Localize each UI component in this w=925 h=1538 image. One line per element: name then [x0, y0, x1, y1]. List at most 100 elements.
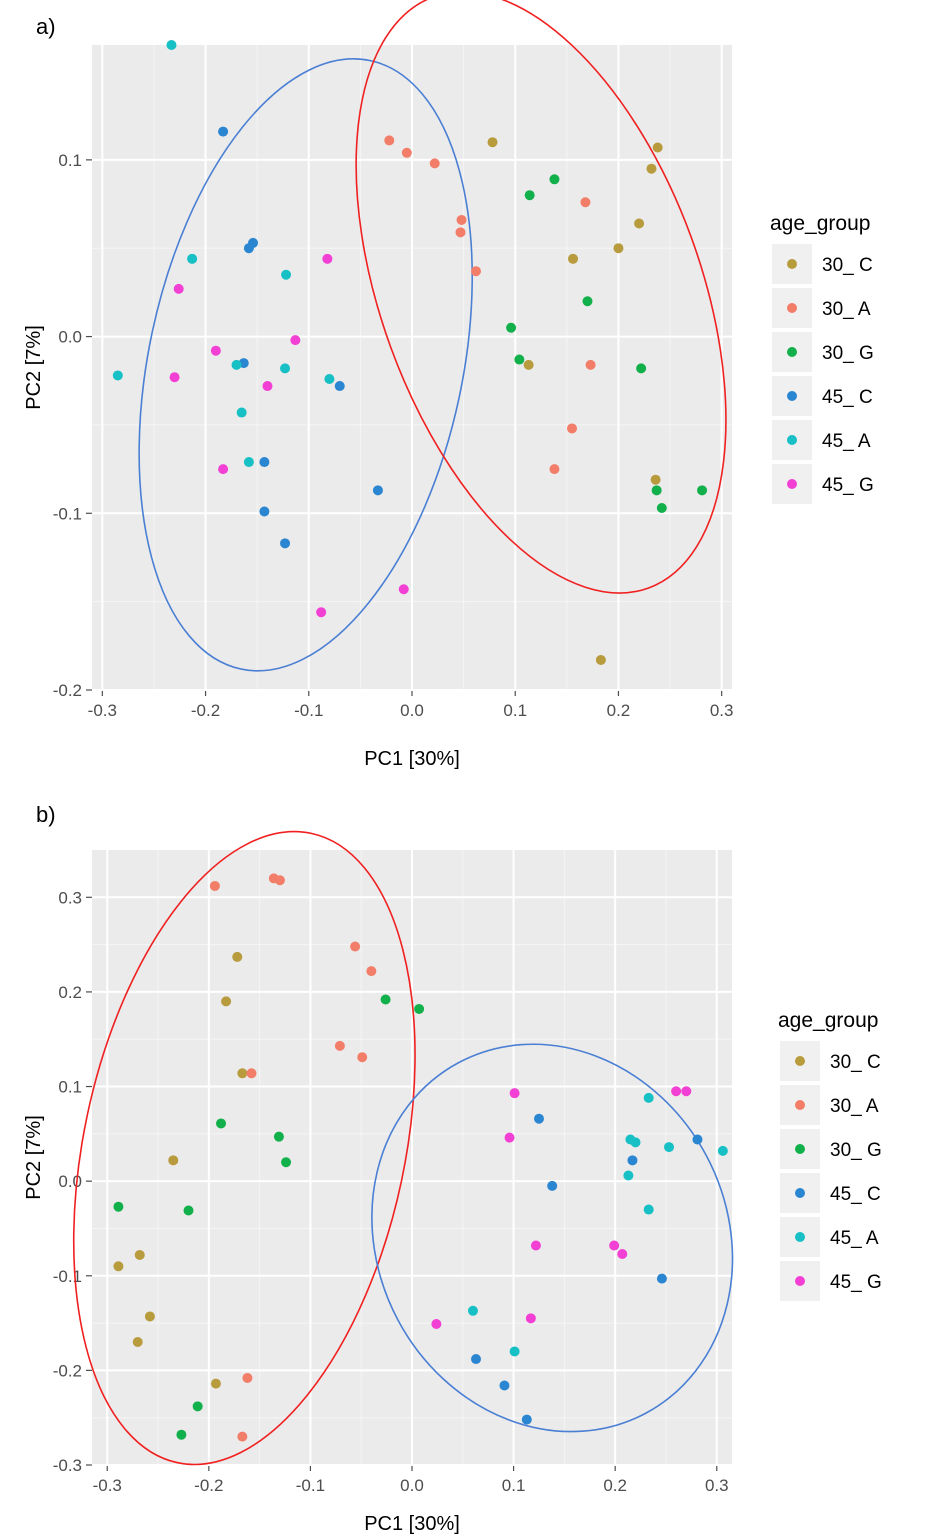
data-point: [487, 137, 498, 148]
legend-key: [795, 1144, 805, 1154]
legend-key: [795, 1100, 805, 1110]
y-tick-label: -0.2: [53, 1361, 82, 1380]
legend-key: [787, 259, 797, 269]
y-tick-label: 0.0: [58, 328, 82, 347]
legend-label: 30_ G: [830, 1140, 882, 1161]
data-point: [664, 1142, 675, 1153]
data-point: [627, 1155, 638, 1166]
x-axis-title: PC1 [30%]: [364, 1513, 460, 1535]
legend-key: [795, 1188, 805, 1198]
legend-key: [795, 1232, 805, 1242]
y-tick-label: 0.1: [58, 151, 82, 170]
data-point: [646, 163, 657, 174]
data-point: [134, 1249, 145, 1260]
data-point: [274, 875, 285, 886]
data-point: [692, 1134, 703, 1145]
group-ellipse: [371, 1043, 734, 1433]
data-point: [609, 1240, 620, 1251]
legend-key: [787, 479, 797, 489]
data-point: [246, 1068, 257, 1079]
group-ellipse: [138, 58, 474, 672]
legend-key: [787, 347, 797, 357]
data-point: [166, 40, 177, 50]
legend-label: 45_ G: [822, 475, 874, 496]
data-point: [717, 1145, 728, 1156]
x-tick-label: 0.3: [705, 1476, 729, 1495]
data-point: [243, 243, 254, 254]
data-point: [455, 227, 466, 238]
data-point: [681, 1086, 692, 1097]
data-point: [187, 253, 198, 264]
data-point: [113, 1201, 124, 1212]
group-ellipse: [72, 830, 416, 1466]
data-point: [168, 1155, 179, 1166]
data-point: [280, 363, 291, 374]
data-point: [521, 1414, 532, 1425]
data-point: [613, 243, 624, 254]
data-point: [192, 1401, 203, 1412]
legend-key: [787, 391, 797, 401]
data-point: [243, 457, 254, 468]
data-point: [523, 359, 534, 370]
data-point: [176, 1429, 187, 1440]
data-point: [357, 1052, 368, 1063]
data-point: [471, 266, 481, 277]
legend-label: 45_ C: [830, 1184, 881, 1205]
data-point: [533, 1113, 544, 1124]
legend-key: [795, 1276, 805, 1286]
data-point: [467, 1305, 478, 1316]
x-tick-label: 0.0: [400, 701, 424, 720]
data-point: [236, 407, 247, 418]
data-point: [656, 502, 667, 513]
x-tick-label: 0.0: [400, 1476, 424, 1495]
x-axis-title: PC1 [30%]: [364, 748, 460, 770]
panel-label: b): [36, 802, 56, 827]
legend-label: 45_ G: [830, 1272, 882, 1293]
legend-key: [795, 1056, 805, 1066]
data-point: [259, 506, 270, 517]
data-point: [617, 1249, 628, 1260]
data-point: [210, 1378, 221, 1389]
data-point: [509, 1346, 520, 1357]
data-point: [568, 253, 579, 264]
data-point: [231, 359, 242, 370]
data-point: [525, 1313, 536, 1324]
x-tick-label: -0.2: [191, 701, 220, 720]
data-point: [636, 363, 647, 374]
data-point: [504, 1132, 515, 1143]
legend-key: [787, 303, 797, 313]
panel-label: a): [36, 14, 56, 39]
data-point: [218, 126, 229, 137]
data-point: [652, 142, 663, 153]
y-tick-label: 0.3: [58, 888, 82, 907]
x-tick-label: -0.1: [296, 1476, 325, 1495]
data-point: [630, 1137, 641, 1148]
legend-label: 30_ A: [830, 1096, 879, 1117]
y-tick-label: -0.2: [53, 681, 82, 700]
y-tick-label: -0.1: [53, 504, 82, 523]
legend-label: 30_ C: [822, 255, 873, 276]
data-point: [324, 373, 335, 384]
data-point: [384, 135, 395, 146]
data-point: [456, 214, 467, 225]
data-point: [322, 253, 333, 264]
y-tick-label: 0.0: [58, 1172, 82, 1191]
data-point: [262, 381, 273, 392]
data-point: [582, 296, 593, 307]
data-point: [580, 197, 591, 208]
data-point: [169, 372, 180, 383]
legend-label: 30_ A: [822, 299, 871, 320]
data-point: [281, 269, 292, 280]
data-point: [232, 951, 243, 962]
data-point: [281, 1157, 292, 1168]
legend-label: 30_ C: [830, 1052, 881, 1073]
data-point: [567, 423, 577, 434]
data-point: [547, 1180, 558, 1191]
data-point: [643, 1204, 654, 1215]
data-point: [259, 457, 270, 468]
legend-title: age_group: [770, 212, 870, 235]
x-tick-label: 0.3: [710, 701, 734, 720]
legend-label: 45_ A: [830, 1228, 879, 1249]
data-point: [113, 1261, 124, 1272]
